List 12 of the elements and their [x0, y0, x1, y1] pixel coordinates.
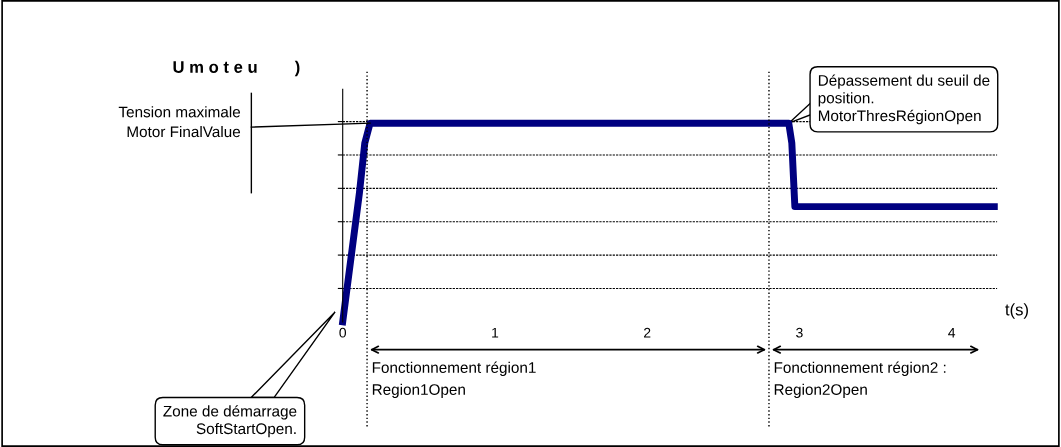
text: Tension maximale Motor FinalValue: [118, 106, 241, 138]
x-tick-label: 1: [492, 327, 499, 338]
annotation: Dépassement du seuil de position. MotorThresRégionOpen: [818, 74, 990, 125]
y-axis-title: U m o t e u ): [173, 60, 300, 77]
x-tick-label: 0: [339, 327, 347, 338]
x-tick-label: 3: [796, 327, 803, 338]
text: Zone de démarrage SoftStartOpen.: [163, 405, 297, 438]
x-axis-title: t(s): [1005, 303, 1028, 319]
text: Fonctionnement région2 : Region2Open: [774, 361, 946, 398]
x-tick-label: 2: [644, 327, 651, 338]
x-tick-label: 4: [948, 327, 956, 338]
text: Fonctionnement région1 Region1Open: [372, 361, 536, 398]
